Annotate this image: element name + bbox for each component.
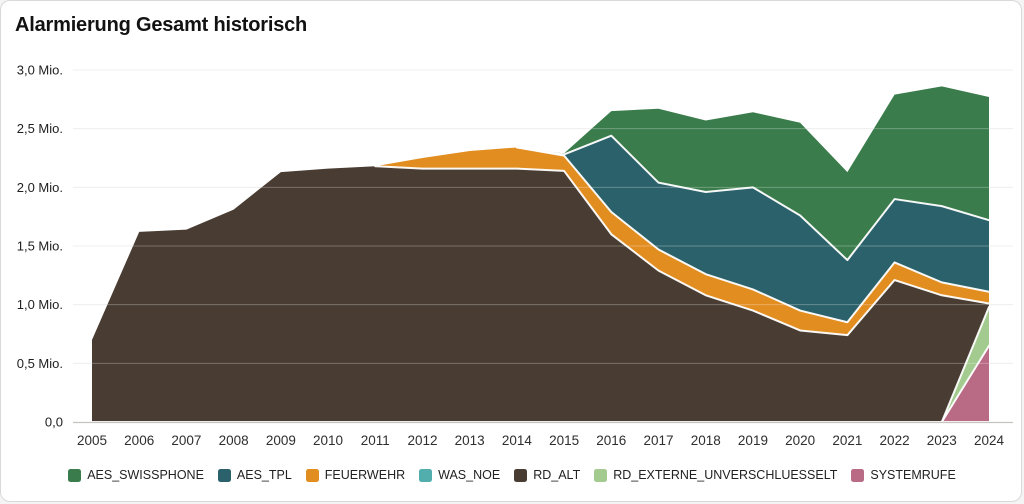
x-tick-label: 2005: [77, 433, 107, 448]
x-tick-label: 2011: [361, 433, 390, 448]
legend-label: RD_ALT: [533, 468, 581, 482]
legend-item-AES_SWISSPHONE[interactable]: AES_SWISSPHONE: [68, 468, 204, 482]
area-AES_SWISSPHONE[interactable]: [92, 86, 989, 340]
y-tick-label: 1,5 Mio.: [17, 239, 63, 254]
legend-swatch-icon: [419, 468, 433, 482]
x-tick-label: 2016: [596, 433, 626, 448]
legend-item-FEUERWEHR[interactable]: FEUERWEHR: [305, 468, 406, 482]
x-tick-label: 2007: [171, 433, 201, 448]
area-AES_TPL[interactable]: [92, 135, 989, 340]
boundary-RD_EXTERNE_UNVERSCHLUESSELT: [940, 344, 990, 423]
x-tick-label: 2014: [502, 433, 533, 448]
y-tick-label: 0,0: [45, 415, 63, 430]
boundary-AES_SWISSPHONE: [515, 134, 990, 262]
legend-label: AES_TPL: [236, 468, 292, 482]
x-tick-label: 2021: [832, 433, 862, 448]
legend-label: AES_SWISSPHONE: [87, 468, 204, 482]
legend-item-SYSTEMRUFE[interactable]: SYSTEMRUFE: [851, 468, 956, 482]
x-tick-label: 2006: [124, 433, 154, 448]
chart-title: Alarmierung Gesamt historisch: [15, 14, 308, 36]
legend-swatch-icon: [217, 468, 231, 482]
legend-swatch-icon: [305, 468, 319, 482]
chart-legend: AES_SWISSPHONE AES_TPL FEUERWEHR WAS_NOE RD_…: [1, 468, 1021, 482]
legend-swatch-icon: [594, 468, 608, 482]
y-tick-label: 3,0 Mio.: [17, 63, 63, 78]
legend-item-AES_TPL[interactable]: AES_TPL: [217, 468, 292, 482]
area-RD_ALT[interactable]: [92, 166, 989, 422]
legend-label: FEUERWEHR: [324, 468, 406, 482]
legend-item-RD_ALT[interactable]: RD_ALT: [514, 468, 580, 482]
x-tick-label: 2015: [549, 433, 579, 448]
x-tick-label: 2008: [219, 433, 249, 448]
x-tick-label: 2012: [407, 433, 437, 448]
x-tick-label: 2010: [313, 433, 343, 448]
x-tick-label: 2018: [691, 433, 721, 448]
x-tick-label: 2009: [266, 433, 296, 448]
legend-label: SYSTEMRUFE: [870, 468, 956, 482]
x-tick-label: 2017: [644, 433, 674, 448]
legend-label: WAS_NOE: [438, 468, 501, 482]
legend-label: RD_EXTERNE_UNVERSCHLUESSELT: [613, 468, 838, 482]
y-tick-label: 2,5 Mio.: [17, 121, 63, 136]
y-tick-label: 0,5 Mio.: [17, 356, 63, 371]
legend-item-RD_EXTERNE_UNVERSCHLUESSELT[interactable]: RD_EXTERNE_UNVERSCHLUESSELT: [594, 468, 837, 482]
legend-item-WAS_NOE[interactable]: WAS_NOE: [419, 468, 500, 482]
x-tick-label: 2020: [785, 433, 815, 448]
x-tick-label: 2024: [974, 433, 1005, 448]
x-tick-label: 2013: [455, 433, 485, 448]
legend-swatch-icon: [851, 468, 865, 482]
legend-swatch-icon: [514, 468, 528, 482]
y-tick-label: 2,0 Mio.: [17, 180, 63, 195]
x-tick-label: 2019: [738, 433, 768, 448]
x-tick-label: 2023: [927, 433, 957, 448]
boundary-AES_TPL: [515, 146, 990, 324]
legend-swatch-icon: [68, 468, 82, 482]
x-tick-label: 2022: [880, 433, 910, 448]
boundary-FEUERWEHR: [374, 165, 990, 337]
y-tick-label: 1,0 Mio.: [17, 297, 63, 312]
